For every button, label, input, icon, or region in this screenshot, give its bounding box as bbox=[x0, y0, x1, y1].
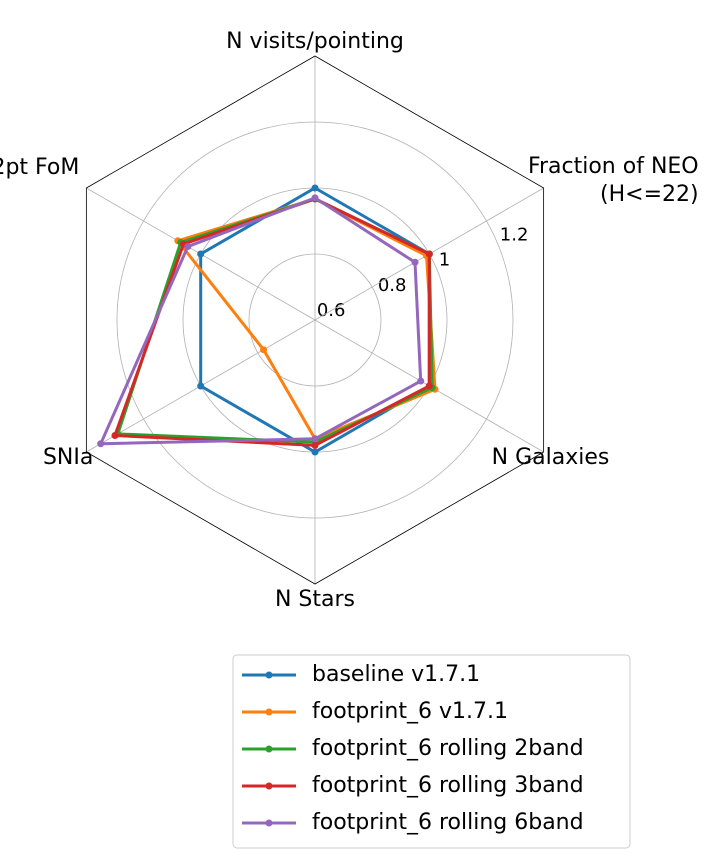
legend-marker bbox=[265, 782, 273, 790]
r-tick-label: 1.2 bbox=[500, 224, 529, 245]
legend-marker bbox=[265, 745, 273, 753]
legend-label: footprint_6 v1.7.1 bbox=[312, 699, 508, 724]
frame bbox=[85, 55, 545, 585]
data-point bbox=[97, 440, 105, 448]
category-label: Fraction of NEO (H<=22) bbox=[528, 154, 699, 207]
data-point bbox=[411, 258, 419, 266]
legend-marker bbox=[265, 819, 273, 827]
legend-marker bbox=[265, 708, 273, 716]
r-tick-label: 0.8 bbox=[378, 275, 407, 296]
data-point bbox=[311, 441, 319, 449]
legend-label: footprint_6 rolling 6band bbox=[312, 810, 584, 835]
data-point bbox=[425, 382, 433, 390]
data-point bbox=[260, 346, 268, 354]
legend-marker bbox=[265, 671, 273, 679]
category-label: N visits/pointing bbox=[226, 29, 404, 54]
data-point bbox=[311, 194, 319, 202]
data-point bbox=[417, 377, 425, 385]
legend-box bbox=[232, 654, 631, 849]
data-point bbox=[197, 250, 205, 258]
data-point bbox=[311, 435, 319, 443]
data-point bbox=[425, 250, 433, 258]
r-tick-label: 1 bbox=[439, 250, 450, 271]
data-point bbox=[311, 184, 319, 192]
category-label: 3x2pt FoM bbox=[0, 155, 79, 180]
legend-label: footprint_6 rolling 2band bbox=[312, 736, 584, 761]
data-point bbox=[311, 448, 319, 456]
series-line bbox=[98, 196, 423, 446]
legend-label: baseline v1.7.1 bbox=[312, 662, 480, 687]
data-point bbox=[111, 432, 119, 439]
legend-label: footprint_6 rolling 3band bbox=[312, 773, 584, 798]
data-point bbox=[197, 382, 205, 390]
category-label: N Stars bbox=[275, 587, 355, 612]
data-point bbox=[184, 243, 192, 251]
category-label: N Galaxies bbox=[492, 445, 610, 470]
category-label: SNIa bbox=[43, 445, 93, 470]
